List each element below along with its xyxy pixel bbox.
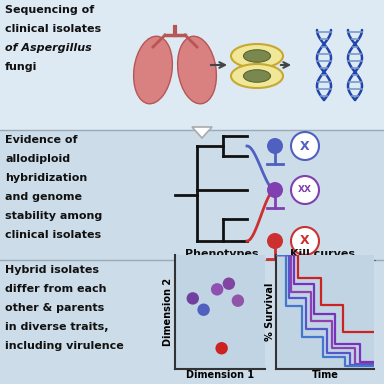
Text: X: X xyxy=(300,235,310,248)
Text: Sequencing of: Sequencing of xyxy=(5,5,94,15)
X-axis label: Time: Time xyxy=(312,370,339,380)
Point xyxy=(190,295,196,301)
X-axis label: Dimension 1: Dimension 1 xyxy=(186,370,254,380)
Text: other & parents: other & parents xyxy=(5,303,104,313)
Circle shape xyxy=(291,176,319,204)
Bar xyxy=(0,130,384,260)
Circle shape xyxy=(267,182,283,198)
Text: allodiploid: allodiploid xyxy=(5,154,70,164)
Point xyxy=(200,307,207,313)
Ellipse shape xyxy=(243,70,270,82)
Ellipse shape xyxy=(231,64,283,88)
Point xyxy=(226,281,232,287)
Bar xyxy=(0,0,384,130)
Circle shape xyxy=(291,227,319,255)
Polygon shape xyxy=(192,257,212,268)
Ellipse shape xyxy=(177,36,217,104)
Text: clinical isolates: clinical isolates xyxy=(5,24,101,34)
Text: fungi: fungi xyxy=(5,62,37,72)
Text: X: X xyxy=(300,139,310,152)
Ellipse shape xyxy=(243,50,270,62)
Circle shape xyxy=(267,138,283,154)
Point xyxy=(214,286,220,293)
Point xyxy=(218,345,225,351)
Text: hybridization: hybridization xyxy=(5,173,87,183)
Text: differ from each: differ from each xyxy=(5,284,106,294)
Text: of Aspergillus: of Aspergillus xyxy=(5,43,92,53)
Point xyxy=(235,298,241,304)
Y-axis label: % Survival: % Survival xyxy=(265,283,275,341)
Text: Kill curves: Kill curves xyxy=(290,249,354,259)
Text: and genome: and genome xyxy=(5,192,82,202)
Polygon shape xyxy=(192,127,212,138)
Text: including virulence: including virulence xyxy=(5,341,124,351)
Text: stability among: stability among xyxy=(5,211,102,221)
Circle shape xyxy=(291,132,319,160)
Text: Evidence of: Evidence of xyxy=(5,135,78,145)
Text: clinical isolates: clinical isolates xyxy=(5,230,101,240)
Text: Phenotypes: Phenotypes xyxy=(185,249,259,259)
Bar xyxy=(0,260,384,384)
Ellipse shape xyxy=(231,44,283,68)
Text: in diverse traits,: in diverse traits, xyxy=(5,322,109,332)
Text: Hybrid isolates: Hybrid isolates xyxy=(5,265,99,275)
Y-axis label: Dimension 2: Dimension 2 xyxy=(163,278,173,346)
Text: XX: XX xyxy=(298,185,312,195)
Ellipse shape xyxy=(134,36,172,104)
Circle shape xyxy=(267,233,283,249)
